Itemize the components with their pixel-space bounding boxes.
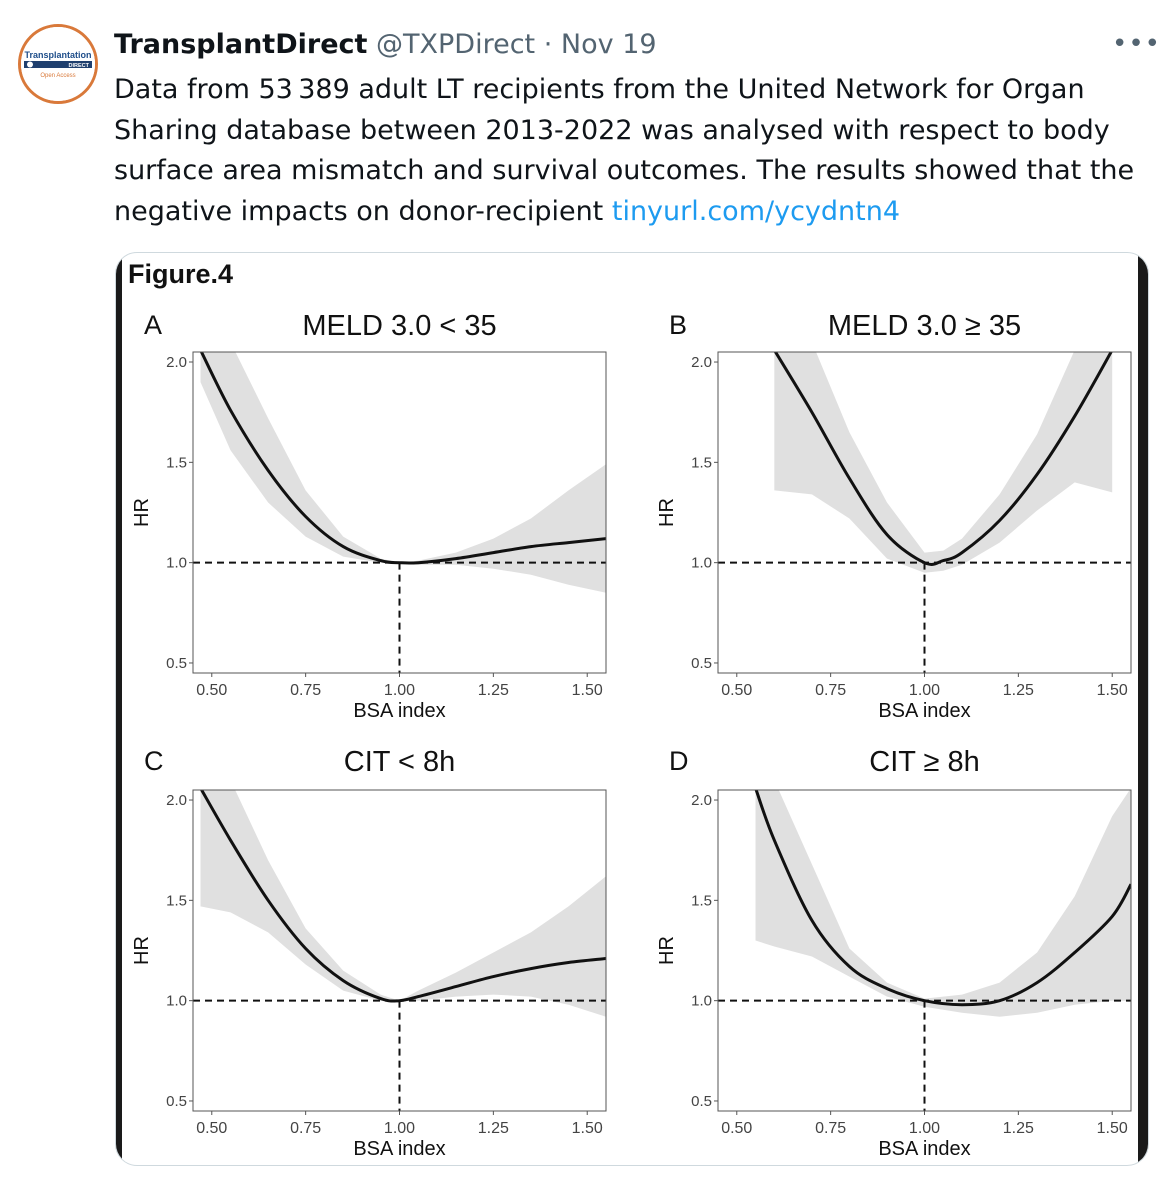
y-axis-label: HR: [131, 498, 153, 527]
y-tick-label: 0.5: [691, 1093, 712, 1110]
x-tick-label: 1.00: [384, 682, 415, 699]
y-tick-label: 0.5: [166, 655, 187, 672]
x-tick-label: 0.50: [196, 682, 227, 699]
hr-curve: [754, 790, 1131, 1007]
x-tick-label: 0.75: [815, 1120, 846, 1137]
x-tick-label: 0.75: [290, 682, 321, 699]
svg-text:DIRECT: DIRECT: [69, 63, 90, 69]
y-axis-label: HR: [656, 498, 678, 527]
hr-curve: [199, 790, 606, 1003]
panel-title: CIT < 8h: [344, 746, 456, 778]
x-tick-label: 1.50: [1097, 682, 1128, 699]
y-tick-label: 1.0: [691, 555, 712, 572]
y-tick-label: 2.0: [166, 354, 187, 371]
x-tick-label: 1.25: [1003, 1120, 1034, 1137]
svg-text:Transplantation: Transplantation: [24, 50, 91, 60]
plot-area: [718, 790, 1131, 1111]
panel-title: MELD 3.0 ≥ 35: [828, 310, 1021, 342]
tweet-date[interactable]: Nov 19: [560, 29, 657, 60]
more-options-icon[interactable]: •••: [1112, 29, 1162, 59]
panel-a: A MELD 3.0 < 35 0.5 1.0 1.5 2.0 0.50 0.75 1.00 1.…: [131, 310, 607, 722]
y-tick-label: 2.0: [691, 354, 712, 371]
confidence-band: [774, 352, 1113, 573]
panel-title: MELD 3.0 < 35: [302, 310, 496, 342]
panel-title: CIT ≥ 8h: [869, 746, 979, 778]
author-name[interactable]: TransplantDirect: [114, 29, 368, 60]
x-tick-label: 1.50: [1097, 1120, 1128, 1137]
x-axis-label: BSA index: [878, 700, 970, 722]
tweet-header: TransplantDirect @TXPDirect · Nov 19: [114, 28, 657, 62]
y-tick-label: 1.0: [166, 555, 187, 572]
x-axis-label: BSA index: [353, 1138, 445, 1160]
x-tick-label: 0.50: [196, 1120, 227, 1137]
x-tick-label: 0.50: [721, 1120, 752, 1137]
image-border-right: [1138, 253, 1148, 1165]
plot-area: [718, 352, 1131, 673]
y-axis-label: HR: [656, 936, 678, 965]
x-tick-label: 1.50: [572, 682, 603, 699]
y-tick-label: 2.0: [691, 792, 712, 809]
x-tick-label: 1.25: [478, 682, 509, 699]
x-tick-label: 0.75: [290, 1120, 321, 1137]
tweet-link[interactable]: tinyurl.com/ycydntn4: [611, 195, 901, 227]
tweet-text: Data from 53 389 adult LT recipients fro…: [114, 70, 1154, 232]
y-tick-label: 0.5: [166, 1093, 187, 1110]
avatar[interactable]: Transplantation DIRECT Open Access: [18, 24, 98, 104]
figure-title: Figure.4: [128, 259, 233, 289]
tweet-media-image[interactable]: Figure.4 A MELD 3.0 < 35 0.5 1.0 1.5 2.0 0.50 0.…: [115, 252, 1149, 1166]
transplantation-direct-logo: Transplantation DIRECT Open Access: [21, 27, 95, 101]
panel-letter: B: [669, 310, 687, 340]
panel-c: C CIT < 8h 0.5 1.0 1.5 2.0 0.50 0.75 1.00 1.25 1.5…: [131, 746, 607, 1160]
x-axis-label: BSA index: [353, 700, 445, 722]
hr-curve: [773, 352, 1113, 566]
y-tick-label: 0.5: [691, 655, 712, 672]
author-handle[interactable]: @TXPDirect: [376, 29, 536, 60]
y-tick-label: 1.5: [166, 892, 187, 909]
plot-area: [193, 790, 606, 1111]
y-tick-label: 1.0: [691, 993, 712, 1010]
y-tick-label: 1.5: [691, 892, 712, 909]
x-tick-label: 1.50: [572, 1120, 603, 1137]
tweet-body: Data from 53 389 adult LT recipients fro…: [114, 74, 1135, 227]
panel-b: B MELD 3.0 ≥ 35 0.5 1.0 1.5 2.0 0.50 0.75 1.00 1.…: [656, 310, 1132, 722]
panel-letter: A: [144, 310, 162, 340]
panel-letter: D: [669, 746, 689, 776]
x-tick-label: 1.25: [1003, 682, 1034, 699]
confidence-band: [200, 352, 606, 593]
y-axis-label: HR: [131, 936, 153, 965]
y-tick-label: 1.0: [166, 993, 187, 1010]
x-tick-label: 1.00: [384, 1120, 415, 1137]
x-tick-label: 1.00: [909, 1120, 940, 1137]
y-tick-label: 1.5: [691, 454, 712, 471]
x-axis-label: BSA index: [878, 1138, 970, 1160]
x-tick-label: 1.00: [909, 682, 940, 699]
x-tick-label: 1.25: [478, 1120, 509, 1137]
x-tick-label: 0.75: [815, 682, 846, 699]
y-tick-label: 2.0: [166, 792, 187, 809]
svg-text:Open Access: Open Access: [40, 73, 75, 79]
panel-d: D CIT ≥ 8h 0.5 1.0 1.5 2.0 0.50 0.75 1.00 1.25 1.5…: [656, 746, 1132, 1160]
confidence-band: [200, 790, 606, 1017]
hr-curve: [199, 352, 606, 565]
separator-dot: ·: [543, 29, 553, 60]
panel-letter: C: [144, 746, 164, 776]
figure-4-chart: Figure.4 A MELD 3.0 < 35 0.5 1.0 1.5 2.0 0.50 0.…: [128, 259, 1132, 1160]
image-border-left: [116, 253, 122, 1165]
plot-area: [193, 352, 606, 673]
confidence-band: [755, 790, 1131, 1017]
x-tick-label: 0.50: [721, 682, 752, 699]
y-tick-label: 1.5: [166, 454, 187, 471]
